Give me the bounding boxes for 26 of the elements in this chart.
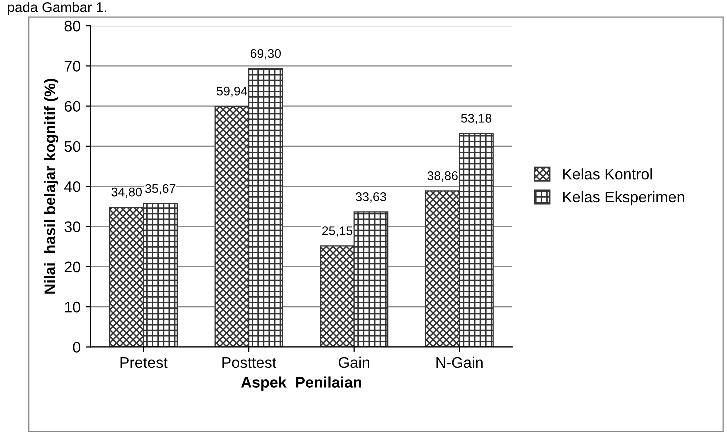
y-tick-label: 80 — [64, 20, 81, 32]
y-tick-label: 30 — [64, 222, 81, 232]
data-label: 25,15 — [322, 226, 353, 237]
y-tick-label: 0 — [73, 342, 81, 353]
text: pada Gambar 1. — [8, 2, 106, 16]
data-label: 53,18 — [461, 114, 492, 124]
x-tick-label: Pretest — [120, 357, 168, 368]
data-label: 34,80 — [112, 188, 142, 198]
y-tick-label: 60 — [64, 101, 81, 112]
y-tick-label: 50 — [64, 141, 81, 152]
data-label: 33,63 — [356, 192, 386, 203]
y-tick-label: 70 — [64, 61, 81, 72]
x-tick-label: N-Gain — [436, 356, 483, 368]
data-label: 69,30 — [250, 49, 282, 60]
legend-label: Kelas Kontrol — [563, 168, 652, 180]
y-tick-label: 40 — [64, 181, 81, 192]
x-tick-label: Posttest — [222, 357, 277, 368]
data-label: 38,86 — [428, 172, 458, 182]
y-tick-label: 20 — [64, 262, 81, 273]
x-axis-title: Aspek Penilaian — [241, 376, 362, 391]
x-tick-label: Gain — [338, 356, 370, 368]
data-label: 59,94 — [217, 86, 248, 98]
y-axis-title: Nilai hasil belajar kognitif (%) — [44, 79, 59, 294]
legend-label: Kelas Eksperimen — [563, 191, 684, 206]
y-tick-label: 10 — [65, 302, 81, 313]
data-label: 35,67 — [145, 184, 176, 195]
